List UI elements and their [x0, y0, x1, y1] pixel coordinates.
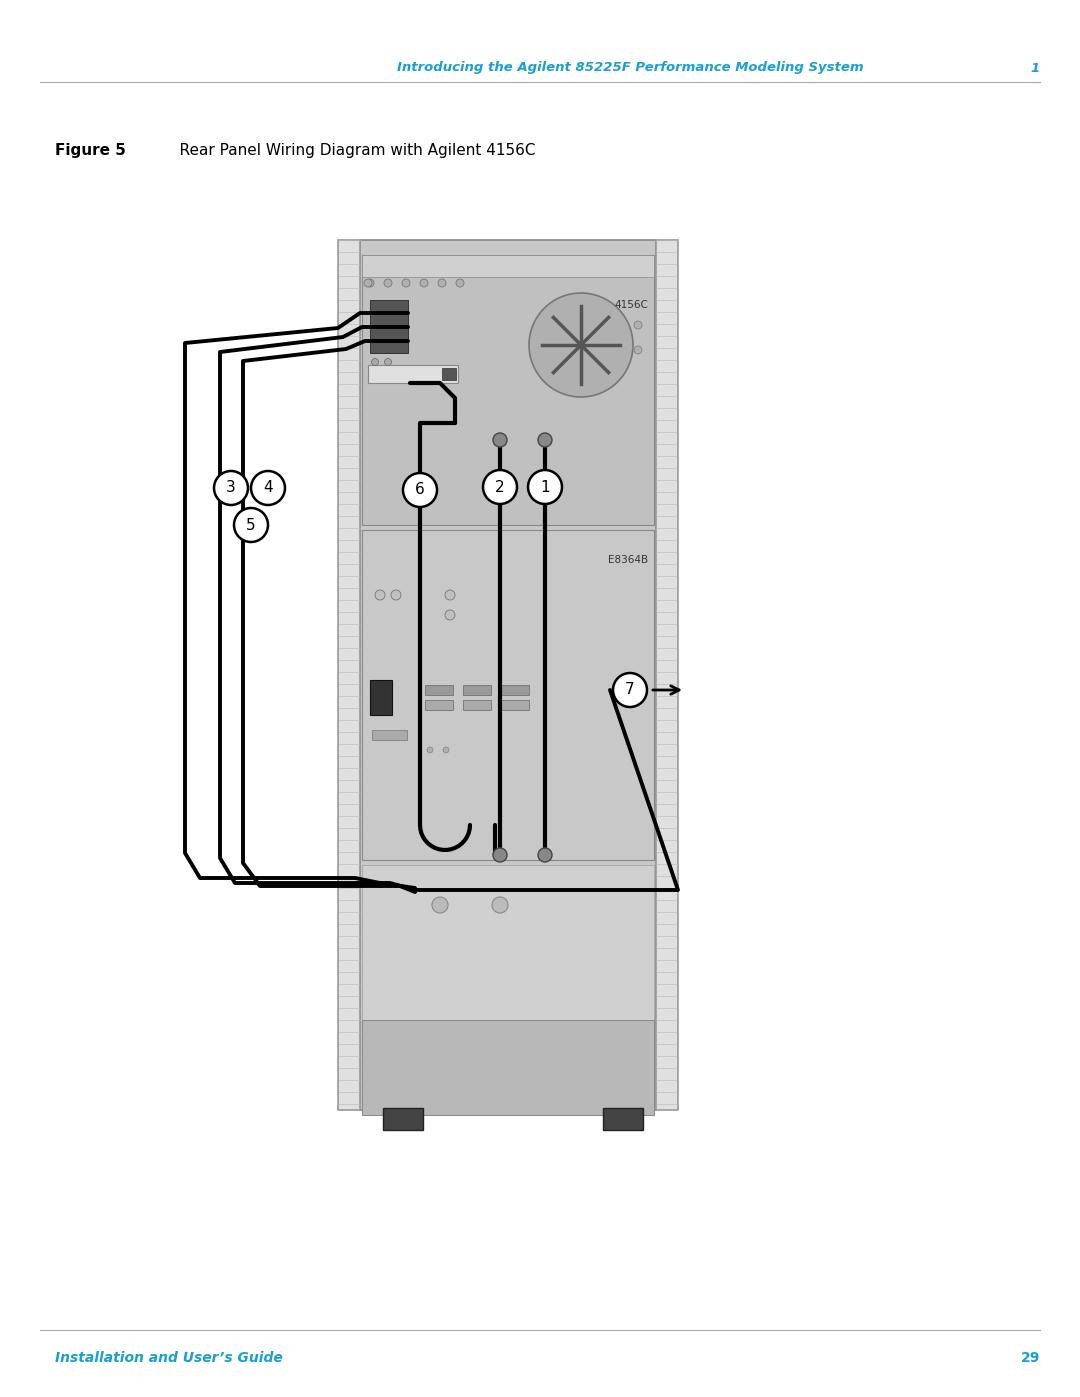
Bar	[362, 865, 654, 1020]
Text: 6: 6	[415, 482, 424, 497]
Bar	[370, 328, 408, 339]
Circle shape	[214, 471, 248, 504]
Circle shape	[483, 469, 517, 504]
Text: 7: 7	[625, 683, 635, 697]
Text: 5: 5	[246, 517, 256, 532]
Bar	[426, 685, 453, 694]
Bar	[383, 1108, 423, 1130]
Text: E8364B: E8364B	[608, 555, 648, 564]
Bar	[370, 300, 408, 312]
Circle shape	[492, 897, 508, 914]
Circle shape	[538, 433, 552, 447]
Bar	[372, 731, 407, 740]
Text: Figure 5: Figure 5	[55, 142, 126, 158]
Text: Rear Panel Wiring Diagram with Agilent 4156C: Rear Panel Wiring Diagram with Agilent 4…	[160, 142, 536, 158]
Text: 2: 2	[496, 479, 504, 495]
Text: 1: 1	[540, 479, 550, 495]
Bar	[362, 1020, 654, 1115]
Circle shape	[384, 359, 391, 366]
Circle shape	[251, 471, 285, 504]
Circle shape	[492, 848, 507, 862]
Text: 4: 4	[264, 481, 273, 496]
Text: Introducing the Agilent 85225F Performance Modeling System: Introducing the Agilent 85225F Performan…	[396, 61, 863, 74]
Circle shape	[234, 509, 268, 542]
Circle shape	[375, 590, 384, 599]
Text: 3: 3	[226, 481, 235, 496]
Circle shape	[402, 279, 410, 286]
Circle shape	[445, 610, 455, 620]
Text: 4156C: 4156C	[615, 300, 648, 310]
Bar	[362, 529, 654, 861]
Bar	[370, 342, 408, 353]
Circle shape	[438, 279, 446, 286]
Circle shape	[456, 279, 464, 286]
Circle shape	[384, 279, 392, 286]
Circle shape	[391, 590, 401, 599]
Bar	[370, 314, 408, 326]
Bar	[463, 685, 491, 694]
Circle shape	[538, 848, 552, 862]
Circle shape	[634, 346, 642, 353]
Circle shape	[613, 673, 647, 707]
Circle shape	[445, 590, 455, 599]
Bar	[368, 365, 458, 383]
Bar	[603, 1108, 643, 1130]
Bar	[338, 240, 360, 1111]
Bar	[426, 700, 453, 710]
Bar	[501, 700, 529, 710]
Bar	[362, 256, 654, 525]
Circle shape	[634, 321, 642, 330]
Circle shape	[403, 474, 437, 507]
Bar	[463, 700, 491, 710]
Circle shape	[364, 279, 372, 286]
Bar	[442, 367, 456, 380]
Circle shape	[443, 747, 449, 753]
Circle shape	[372, 359, 378, 366]
Circle shape	[420, 279, 428, 286]
Circle shape	[427, 747, 433, 753]
Text: 29: 29	[1021, 1351, 1040, 1365]
Bar	[370, 680, 392, 715]
Circle shape	[366, 279, 374, 286]
Bar	[501, 685, 529, 694]
Bar	[360, 240, 656, 1111]
Circle shape	[492, 433, 507, 447]
Bar	[362, 256, 654, 277]
Circle shape	[529, 293, 633, 397]
Circle shape	[432, 897, 448, 914]
Text: Installation and User’s Guide: Installation and User’s Guide	[55, 1351, 283, 1365]
Bar	[656, 240, 678, 1111]
Circle shape	[528, 469, 562, 504]
Text: 1: 1	[1030, 61, 1039, 74]
